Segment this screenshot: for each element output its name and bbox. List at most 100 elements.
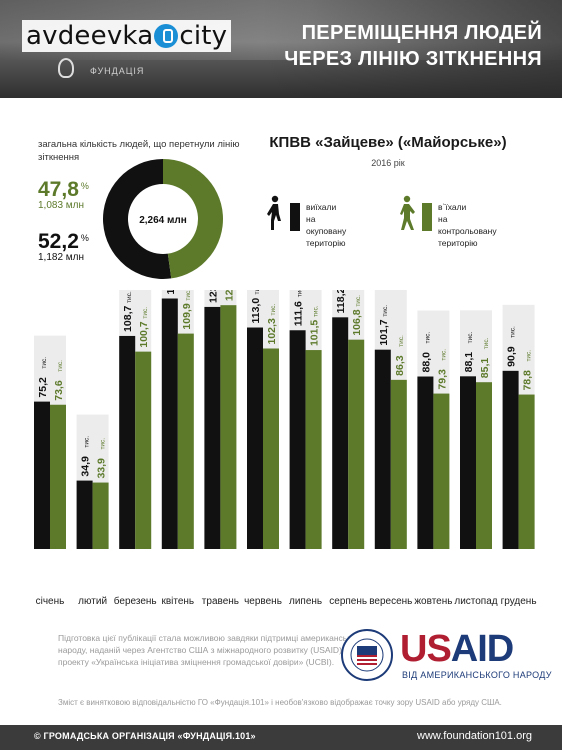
category-label: грудень [501,596,537,607]
legend-left-line-2: на окуповану [306,214,347,236]
bar-green [348,339,365,549]
fund-logo-icon [58,58,74,78]
brand-name: avdeevka [26,21,154,51]
bar-green [476,382,492,549]
bar-green-unit: тис. [313,305,320,317]
bar-green [92,482,109,549]
bar-green [263,348,279,549]
brand-logo[interactable]: avdeevka city [22,20,232,52]
black-percent-sign: % [80,233,89,243]
category-label: січень [36,596,65,607]
bar-green [177,333,194,549]
bar-black-label: 88,1 [463,352,475,373]
black-amount: 1,182 млн [38,252,85,263]
footer-bar [0,725,562,750]
legend-right-line-1: в`їхали [438,202,467,212]
category-label: квітень [161,596,194,607]
bar-black-label: 101,7 [378,319,390,345]
bar-green [305,350,322,549]
bar-black-unit: тис. [297,290,304,297]
bar-green [433,393,450,549]
bar-black-label: 127,8 [165,290,177,295]
bar-green-label: 106,8 [351,309,363,335]
bar-green-unit: тис. [483,337,490,349]
bar-black-unit: тис. [84,436,91,448]
funding-note: Підготовка цієї публікації стала можливо… [58,633,380,667]
bar-black [374,349,391,549]
bar-black-unit: тис. [510,326,517,338]
bar-green-label: 73,6 [53,380,65,401]
header-banner [0,0,562,98]
legend-left-line-3: територію [306,238,346,248]
bar-green [220,305,237,549]
title-line-1: ПЕРЕМІЩЕННЯ ЛЮДЕЙ [301,22,542,44]
bar-green-label: 102,3 [266,318,278,344]
bar-green-label: 33,9 [96,458,108,479]
bar-green-unit: тис. [526,350,533,362]
total-label: загальна кількість людей, що перетнули л… [38,139,240,163]
bar-green [518,394,535,549]
category-label: жовтень [414,596,452,607]
fund-name: ФУНДАЦІЯ [90,66,145,76]
bar-black [417,376,434,549]
bar-green-label: 78,8 [522,370,534,391]
bar-green-label: 124,4 [223,290,235,301]
bar-green-unit: тис. [57,360,64,372]
category-label: лютий [78,596,107,607]
category-label: листопад [454,596,497,607]
legend-right-line-2: на контрольовану [438,214,497,236]
bar-black [76,480,93,549]
green-percent: 47,8% [38,178,89,202]
bar-green-label: 86,3 [394,355,406,376]
website-link[interactable]: www.foundation101.org [417,730,532,742]
bar-green-label: 109,9 [181,303,193,329]
donut-center-label: 2,264 млн [139,215,187,226]
monthly-bar-chart: 75,2 тис. 73,6 тис. січень 34,9 тис. 33,9 тис. лю… [34,290,537,607]
bar-black-unit: тис. [424,332,431,344]
bar-black [161,298,178,549]
usaid-tagline: ВІД АМЕРИКАНСЬКОГО НАРОДУ [402,670,552,680]
bar-green-label: 85,1 [479,358,491,379]
legend-bar-green [422,203,432,231]
green-amount: 1,083 млн [38,200,85,211]
bar-black [119,335,136,549]
bar-green [50,404,66,549]
category-label: липень [289,596,322,607]
disclaimer: Зміст є винятковою відповідальністю ГО «… [58,698,502,707]
bar-green-unit: тис. [440,349,447,361]
legend-left-text: виїхали на окуповану територію [306,201,346,249]
bar-black-label: 123,5 [207,290,219,303]
bar-green-unit: тис. [270,304,277,316]
black-percent: 52,2% [38,230,89,254]
category-label: травень [202,596,239,607]
bar-black-unit: тис. [382,305,389,317]
bar-green-unit: тис. [100,438,107,450]
bar-black-label: 34,9 [80,456,92,477]
usaid-seal-icon [341,629,393,681]
checkpoint-title: КПВВ «Зайцеве» («Майорське») [269,134,507,151]
usaid-logo: USAID [400,628,514,671]
bar-green [135,351,152,549]
bar-black-label: 113,0 [250,298,262,324]
bar-black [247,327,263,549]
bar-green-label: 100,7 [138,321,150,347]
legend-right-line-3: територію [438,238,478,248]
usaid-logo-us: US [400,628,452,670]
bar-green-label: 79,3 [436,369,448,390]
legend-right-text: в`їхали на контрольовану територію [438,201,497,249]
category-label: серпень [329,596,367,607]
bar-black [332,317,349,549]
green-percent-sign: % [80,181,89,191]
walking-person-green-icon [400,195,415,230]
bar-black [204,306,221,549]
bar-black [502,370,519,549]
bar-black [460,376,476,549]
usaid-logo-aid: AID [450,628,514,670]
donut-segment-black [103,159,172,279]
bar-black-label: 118,2 [335,290,347,313]
bar-green-label: 101,5 [309,320,321,346]
bar-black-label: 90,9 [506,346,518,367]
bar-black-label: 108,7 [122,306,134,332]
bar-black-unit: тис. [467,331,474,343]
category-label: березень [114,595,157,607]
